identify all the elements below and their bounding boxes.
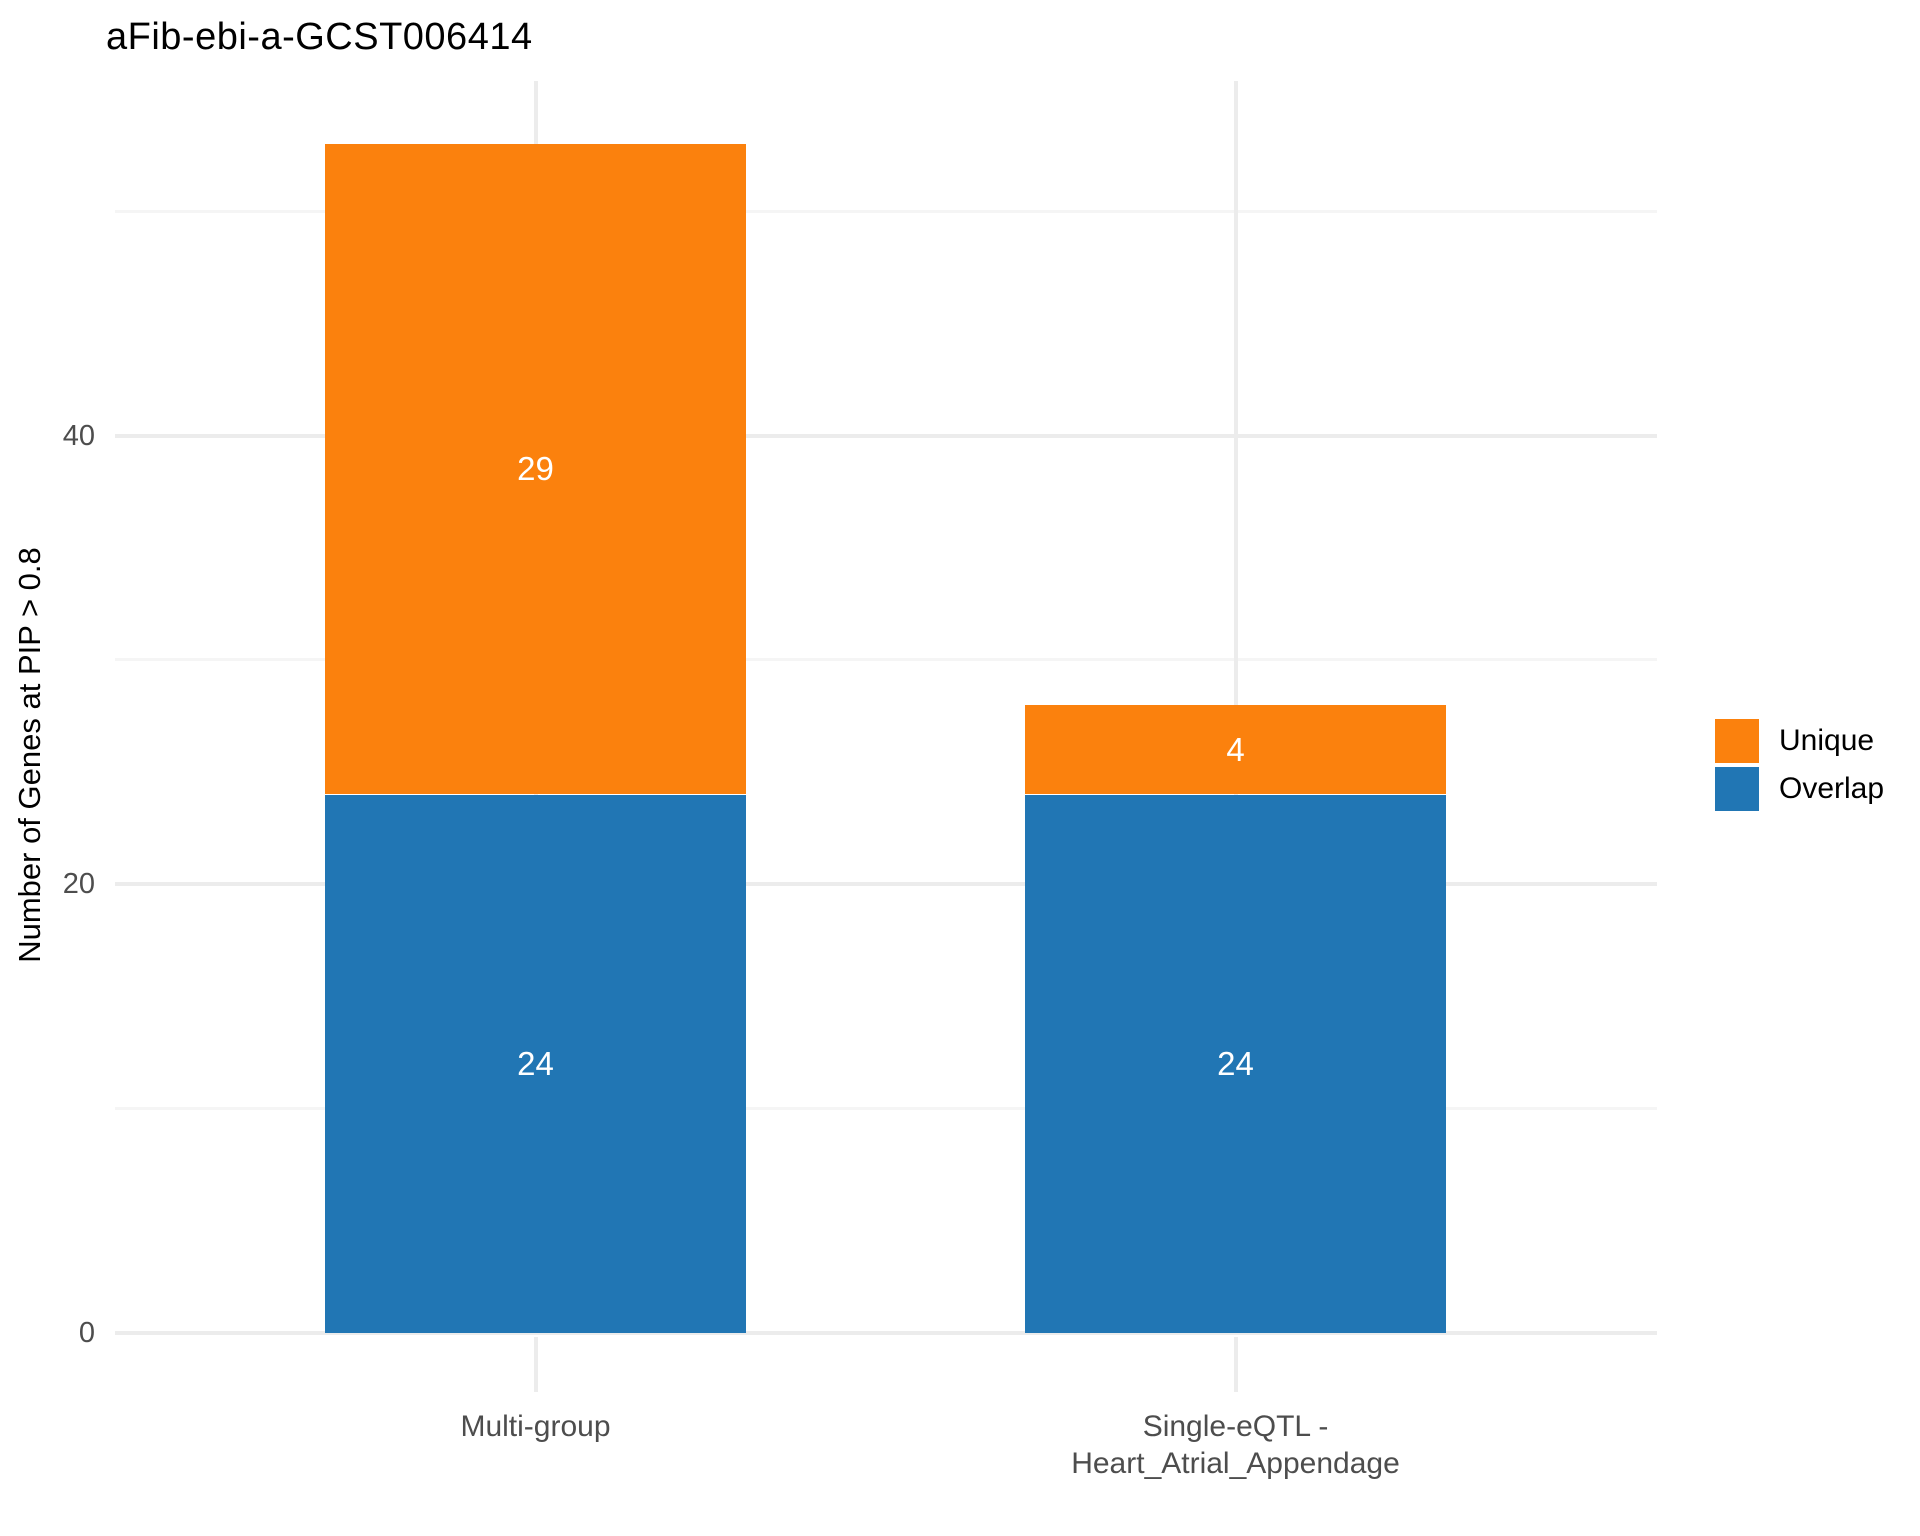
chart-title: aFib-ebi-a-GCST006414 (106, 16, 533, 58)
y-axis-title: Number of Genes at PIP > 0.8 (12, 547, 47, 963)
bar-value-label: 24 (1217, 1044, 1254, 1082)
gridline-major (115, 882, 1657, 887)
legend-swatch-unique (1715, 719, 1759, 763)
legend-item-unique: Unique (1715, 718, 1884, 764)
bar-segment-unique: 4 (1025, 704, 1446, 795)
legend-label-overlap: Overlap (1779, 772, 1885, 805)
legend-label-unique: Unique (1779, 724, 1875, 757)
plot-panel: 24 29 24 4 (115, 81, 1657, 1335)
gridline-minor (115, 658, 1657, 662)
gridline-major (115, 433, 1657, 438)
bar-value-label: 4 (1226, 730, 1245, 768)
y-tick-label: 40 (62, 419, 95, 452)
legend-item-overlap: Overlap (1715, 766, 1884, 812)
bar-segment-overlap: 24 (1025, 794, 1446, 1333)
x-axis-tick (533, 1337, 538, 1392)
x-tick-label: Single-eQTL - Heart_Atrial_Appendage (1071, 1410, 1400, 1480)
bar-value-label: 24 (517, 1044, 554, 1082)
bar-value-label: 29 (517, 450, 554, 488)
x-axis-tick (1233, 1337, 1238, 1392)
legend: Unique Overlap (1715, 718, 1884, 814)
y-tick-label: 20 (62, 868, 95, 901)
legend-swatch-overlap (1715, 767, 1759, 811)
bar-segment-unique: 29 (325, 143, 746, 795)
y-tick-label: 0 (78, 1317, 95, 1349)
gridline-minor (115, 209, 1657, 213)
gridline-major (115, 1331, 1657, 1335)
x-tick-label: Multi-group (460, 1410, 611, 1443)
gridline-minor (115, 1107, 1657, 1111)
bar-segment-overlap: 24 (325, 794, 746, 1333)
